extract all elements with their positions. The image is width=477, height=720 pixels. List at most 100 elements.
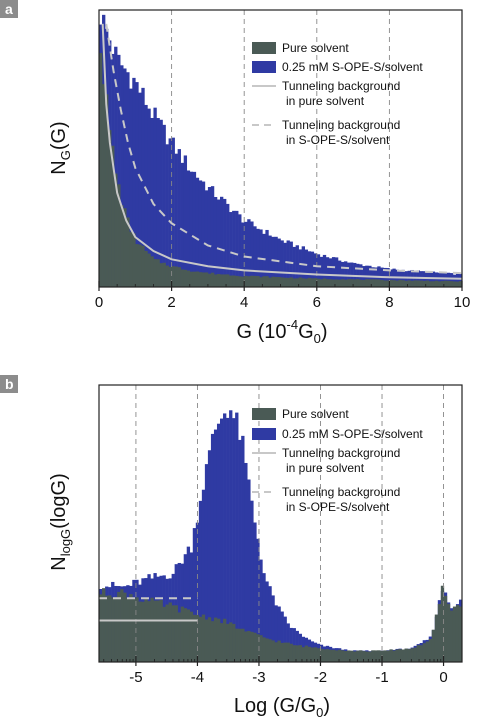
panel-b-pure-bar-82 xyxy=(347,650,351,662)
panel-b-pure-bar-44 xyxy=(232,623,236,662)
panel-a-pure-bar-97 xyxy=(392,280,396,287)
panel-a-tb-pure-curve xyxy=(101,23,463,280)
panel-a-mol-bar-55 xyxy=(265,229,269,287)
panel-a-mol-bar-42 xyxy=(226,203,230,287)
panel-a-pure-bar-111 xyxy=(434,280,439,287)
panel-a-mol-bar-104 xyxy=(413,271,417,287)
panel-b-mol-bar-57 xyxy=(271,595,275,662)
panel-a-pure-bar-107 xyxy=(422,280,426,287)
panel-a-mol-bar-44 xyxy=(232,210,236,287)
panel-a-pure-bar-102 xyxy=(407,280,411,287)
panel-b-pure-bar-71 xyxy=(313,647,318,662)
legend-b-tb-pure-label-1: Tunneling background xyxy=(282,446,400,460)
panel-a-pure-bar-85 xyxy=(356,279,360,287)
panel-b-pure-bar-15 xyxy=(144,598,148,662)
panel-b-pure-bar-65 xyxy=(295,645,299,662)
panel-a-mol-bar-25 xyxy=(174,153,178,287)
panel-a-label: a xyxy=(5,1,13,17)
panel-a-tick-label-1: 2 xyxy=(167,294,175,311)
panel-b-pure-bar-115 xyxy=(446,603,451,662)
legend-b-tb-pure-label-2: in pure solvent xyxy=(286,461,365,475)
panel-b-pure-bar-90 xyxy=(371,650,375,662)
panel-a-mol-bar-69 xyxy=(307,251,312,287)
panel-a-mol-bar-38 xyxy=(213,197,218,287)
panel-a-mol-bar-26 xyxy=(177,149,181,287)
panel-a-y-label-main: N xyxy=(48,160,70,174)
panel-a-mol-bar-117 xyxy=(452,274,457,287)
panel-b-pure-bar-41 xyxy=(223,618,227,662)
panel-a-pure-bar-31 xyxy=(192,271,197,287)
legend-b-mol-label: 0.25 mM S-OPE-S/solvent xyxy=(282,427,423,441)
panel-b-pure-bar-76 xyxy=(328,649,333,662)
panel-a-pure-bar-33 xyxy=(198,272,203,287)
panel-a-pure-bar-4 xyxy=(111,145,115,287)
panel-b-pure-bar-33 xyxy=(198,616,203,662)
panel-a-mol-bar-13 xyxy=(138,92,142,288)
panel-a-pure-bar-60 xyxy=(280,277,284,287)
panel-b-pure-bar-12 xyxy=(135,597,139,662)
panel-b-pure-bar-66 xyxy=(298,645,302,662)
panel-a-mol-bar-76 xyxy=(328,258,333,287)
panel-a-mol-bar-50 xyxy=(250,221,254,287)
panel-b-pure-bar-14 xyxy=(141,601,145,662)
panel-b-pure-bar-106 xyxy=(419,645,423,662)
panel-a-mol-bar-54 xyxy=(262,233,266,287)
panel-b-pure-bar-96 xyxy=(389,649,393,662)
panel-a-mol-bar-7 xyxy=(120,65,124,287)
panel-a-pure-bar-39 xyxy=(216,274,221,287)
panel-b-mol-bar-58 xyxy=(274,605,278,662)
panel-a-pure-bar-36 xyxy=(207,273,212,287)
panel-b-mol-bar-52 xyxy=(256,538,260,662)
panel-b-pure-bar-105 xyxy=(416,645,420,662)
panel-a: a 0 2 4 6 8 10 NG(G) G (10-4G0) Pure solvent … xyxy=(0,0,470,346)
panel-a-mol-bar-11 xyxy=(132,77,136,288)
panel-b-y-label-sub: logG xyxy=(58,529,73,556)
panel-b-mol-bar-45 xyxy=(235,412,239,662)
panel-a-mol-bar-79 xyxy=(337,260,342,287)
panel-a-pure-bar-71 xyxy=(313,278,318,287)
panel-b-pure-bar-26 xyxy=(177,612,181,662)
panel-a-mol-bar-33 xyxy=(198,180,203,287)
panel-b-label: b xyxy=(5,376,14,392)
panel-a-pure-bar-26 xyxy=(177,267,181,287)
panel-a-pure-bar-103 xyxy=(410,280,414,287)
panel-a-x-axis-title: G (10-4G0) xyxy=(236,317,327,346)
panel-a-pure-bar-51 xyxy=(253,275,257,287)
panel-b-x-label-close: ) xyxy=(323,695,330,717)
panel-a-pure-bar-113 xyxy=(440,281,445,287)
panel-a-pure-bar-68 xyxy=(304,278,309,287)
panel-a-mol-bar-71 xyxy=(313,253,318,287)
panel-b-mol-bar-34 xyxy=(201,489,206,662)
panel-a-pure-bar-86 xyxy=(359,279,363,287)
panel-a-pure-bar-29 xyxy=(186,270,191,287)
panel-b-pure-bar-13 xyxy=(138,601,142,662)
panel-a-mol-bar-31 xyxy=(192,171,197,287)
panel-a-mol-bar-14 xyxy=(141,87,145,287)
panel-b-mol-bar-41 xyxy=(223,413,227,662)
panel-a-mol-bar-37 xyxy=(210,186,215,287)
panel-b-pure-bar-109 xyxy=(428,638,433,662)
panel-b-mol-bar-44 xyxy=(232,418,236,662)
panel-b-pure-bar-20 xyxy=(159,599,163,662)
panel-b-pure-bar-81 xyxy=(344,651,348,662)
panel-b-pure-bar-22 xyxy=(165,604,169,662)
panel-a-pure-bar-57 xyxy=(271,276,275,287)
panel-a-mol-bar-80 xyxy=(341,261,345,287)
panel-b-pure-bar-34 xyxy=(201,614,206,662)
panel-a-pure-bar-117 xyxy=(452,281,457,287)
panel-a-pure-bar-27 xyxy=(180,269,184,287)
panel-a-mol-bar-21 xyxy=(162,124,166,287)
panel-b-mol-bar-30 xyxy=(189,552,194,662)
panel-a-pure-bar-64 xyxy=(292,278,296,287)
panel-a-pure-bar-70 xyxy=(310,278,315,287)
legend-a-mol-swatch xyxy=(252,61,276,73)
panel-a-pure-bar-87 xyxy=(362,280,366,287)
panel-b-pure-bar-86 xyxy=(359,650,363,662)
panel-a-mol-bar-72 xyxy=(316,254,321,287)
panel-b-pure-bar-19 xyxy=(156,600,160,662)
panel-b-pure-bar-67 xyxy=(301,647,305,662)
panel-b: b -5 -4 -3 -2 -1 0 NlogG(logG) Log (G/G0) Pur… xyxy=(0,375,463,720)
panel-b-pure-bar-73 xyxy=(319,648,324,662)
panel-a-pure-bar-69 xyxy=(307,277,312,287)
panel-a-mol-bar-84 xyxy=(353,262,357,287)
